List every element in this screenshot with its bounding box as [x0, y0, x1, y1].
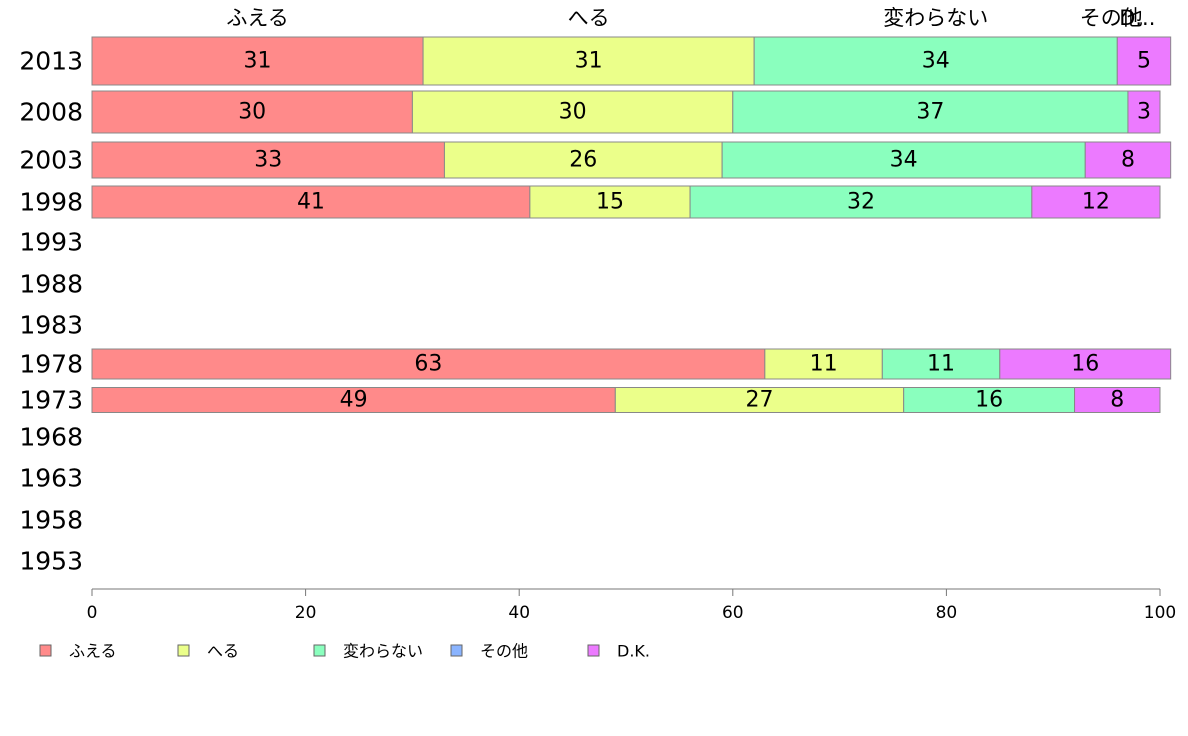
bar-segment-2008-1: [411, 90, 734, 134]
bar-segment-1978-4: [999, 348, 1172, 380]
value-label-1973-1: 27: [746, 388, 774, 413]
x-tick-label-100: 100: [1144, 603, 1176, 623]
bar-segment-2003-4: [1084, 141, 1172, 179]
bar-segment-1973-2: [903, 387, 1076, 413]
legend-label-1: へる: [207, 642, 239, 661]
legend-swatch-4: [587, 644, 600, 657]
legend-label-0: ふえる: [69, 642, 117, 661]
bar-segment-1978-1: [764, 348, 883, 380]
value-label-1998-1: 15: [596, 190, 624, 215]
bar-segment-1978-0: [91, 348, 766, 380]
value-label-2003-2: 34: [890, 148, 918, 173]
x-tick-label-40: 40: [508, 603, 530, 623]
legend-swatch-0: [39, 644, 52, 657]
top-series-label-3: その他: [1080, 6, 1143, 30]
year-label-1998: 1998: [19, 188, 83, 217]
value-label-2003-1: 26: [569, 148, 597, 173]
year-label-1978: 1978: [19, 350, 83, 379]
legend-swatch-1: [177, 644, 190, 657]
value-label-1973-0: 49: [340, 388, 368, 413]
value-label-2008-4: 3: [1137, 100, 1151, 125]
value-label-2013-0: 31: [244, 49, 272, 74]
bar-segment-1973-4: [1074, 387, 1161, 413]
year-label-1983: 1983: [19, 311, 83, 340]
bar-segment-1973-0: [91, 387, 616, 413]
year-label-1968: 1968: [19, 423, 83, 452]
bar-segment-1973-1: [614, 387, 905, 413]
legend-label-3: その他: [480, 642, 528, 661]
value-label-1973-4: 8: [1110, 388, 1124, 413]
value-label-2008-2: 37: [916, 100, 944, 125]
bar-segment-2003-0: [91, 141, 445, 179]
legend: ふえる へる 変わらない その他 D.K.: [39, 642, 650, 661]
top-series-label-1: へる: [568, 6, 610, 30]
bar-segment-2013-0: [91, 36, 424, 86]
bar-segment-1998-2: [689, 185, 1033, 219]
legend-label-2: 変わらない: [343, 642, 423, 661]
value-label-1998-4: 12: [1082, 190, 1110, 215]
value-label-1998-2: 32: [847, 190, 875, 215]
bar-segment-1998-4: [1031, 185, 1161, 219]
value-label-1973-2: 16: [975, 388, 1003, 413]
value-label-2013-2: 34: [922, 49, 950, 74]
bar-segment-1978-2: [881, 348, 1001, 380]
year-label-1958: 1958: [19, 506, 83, 535]
year-label-1988: 1988: [19, 270, 83, 299]
bar-segment-2003-2: [721, 141, 1086, 179]
value-label-1978-2: 11: [927, 352, 955, 377]
year-label-2013: 2013: [19, 47, 83, 76]
year-label-2003: 2003: [19, 146, 83, 175]
bar-segments: [91, 36, 1172, 413]
bar-segment-2008-4: [1127, 90, 1161, 134]
x-tick-label-60: 60: [722, 603, 744, 623]
x-tick-label-80: 80: [936, 603, 958, 623]
year-label-2008: 2008: [19, 98, 83, 127]
value-label-2008-0: 30: [238, 100, 266, 125]
legend-swatch-2: [313, 644, 326, 657]
bar-segment-1998-0: [91, 185, 531, 219]
bar-segment-2013-4: [1116, 36, 1172, 86]
value-label-2003-4: 8: [1121, 148, 1135, 173]
x-tick-label-20: 20: [295, 603, 317, 623]
year-label-1973: 1973: [19, 386, 83, 415]
category-labels: 2013 2008 2003 1998 1993 1988 1983 1978 1973 1968…: [19, 47, 83, 576]
bar-segment-1998-1: [529, 185, 691, 219]
top-series-label-2: 変わらない: [883, 6, 988, 30]
top-series-label-4: D...: [1119, 6, 1155, 30]
bar-segment-2013-1: [422, 36, 755, 86]
legend-label-4: D.K.: [617, 642, 650, 661]
value-label-2013-4: 5: [1137, 49, 1151, 74]
value-label-2008-1: 30: [559, 100, 587, 125]
value-label-1978-1: 11: [810, 352, 838, 377]
x-axis: 0 20 40 60 80 100: [87, 588, 1176, 623]
bar-segment-2008-2: [732, 90, 1129, 134]
value-label-1978-0: 63: [414, 352, 442, 377]
value-label-1978-4: 16: [1071, 352, 1099, 377]
year-label-1963: 1963: [19, 464, 83, 493]
series-top-labels: ふえる へる 変わらない その他D...: [226, 6, 1155, 30]
value-label-1998-0: 41: [297, 190, 325, 215]
bar-segment-2003-1: [443, 141, 723, 179]
year-label-1993: 1993: [19, 228, 83, 257]
value-label-2013-1: 31: [575, 49, 603, 74]
top-series-label-0: ふえる: [226, 6, 288, 30]
x-tick-label-0: 0: [87, 603, 98, 623]
value-label-2003-0: 33: [254, 148, 282, 173]
bar-segment-2013-2: [753, 36, 1118, 86]
bar-segment-2008-0: [91, 90, 413, 134]
year-label-1953: 1953: [19, 547, 83, 576]
legend-swatch-3: [450, 644, 463, 657]
